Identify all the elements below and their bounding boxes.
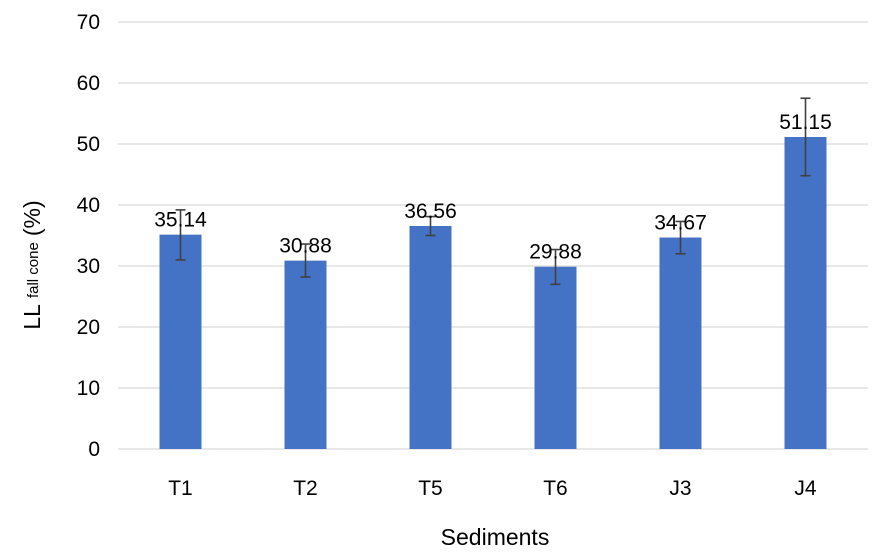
data-label: 36.56 <box>404 200 457 223</box>
bar-t6 <box>534 266 577 449</box>
y-axis-title-unit: (%) <box>19 200 45 236</box>
data-labels: 35.14 30.88 36.56 29.88 34.67 51.15 <box>154 111 832 264</box>
error-bar <box>800 97 811 177</box>
data-label: 51.15 <box>779 111 832 134</box>
y-tick-label: 60 <box>77 72 100 95</box>
y-axis-ticks: 0 10 20 30 40 50 60 70 <box>77 11 100 461</box>
y-tick-label: 0 <box>88 438 100 461</box>
data-label: 35.14 <box>154 209 207 232</box>
bar-j4 <box>784 136 827 450</box>
y-tick-label: 50 <box>77 133 100 156</box>
y-tick-label: 30 <box>77 255 100 278</box>
x-category-label: J3 <box>669 477 691 500</box>
error-bars <box>175 97 811 286</box>
y-tick-label: 70 <box>77 11 100 34</box>
x-category-label: T6 <box>543 477 568 500</box>
x-category-label: T5 <box>418 477 443 500</box>
y-axis-title-main: LL <box>19 304 45 330</box>
x-category-label: J4 <box>794 477 817 500</box>
bar-t1 <box>159 234 202 449</box>
error-bar <box>300 243 311 278</box>
error-bar <box>675 220 686 255</box>
x-axis-categories: T1 T2 T5 T6 J3 J4 <box>168 477 817 500</box>
x-category-label: T2 <box>293 477 318 500</box>
gridlines <box>118 21 868 450</box>
data-label: 30.88 <box>279 235 332 258</box>
bars <box>159 136 827 450</box>
y-tick-label: 40 <box>77 194 100 217</box>
y-tick-label: 10 <box>77 377 100 400</box>
y-tick-label: 20 <box>77 316 100 339</box>
error-bar <box>550 248 561 286</box>
error-bar <box>425 215 436 237</box>
x-axis-title: Sediments <box>441 524 550 550</box>
data-label: 29.88 <box>529 241 582 264</box>
bar-t5 <box>409 225 452 449</box>
bar-j3 <box>659 237 702 449</box>
y-axis-title: LL fall cone (%) <box>19 200 45 329</box>
y-axis-title-subscript: fall cone <box>25 242 42 298</box>
x-category-label: T1 <box>168 477 193 500</box>
error-bar <box>175 209 186 261</box>
bar-t2 <box>284 260 327 449</box>
data-label: 34.67 <box>654 212 707 235</box>
